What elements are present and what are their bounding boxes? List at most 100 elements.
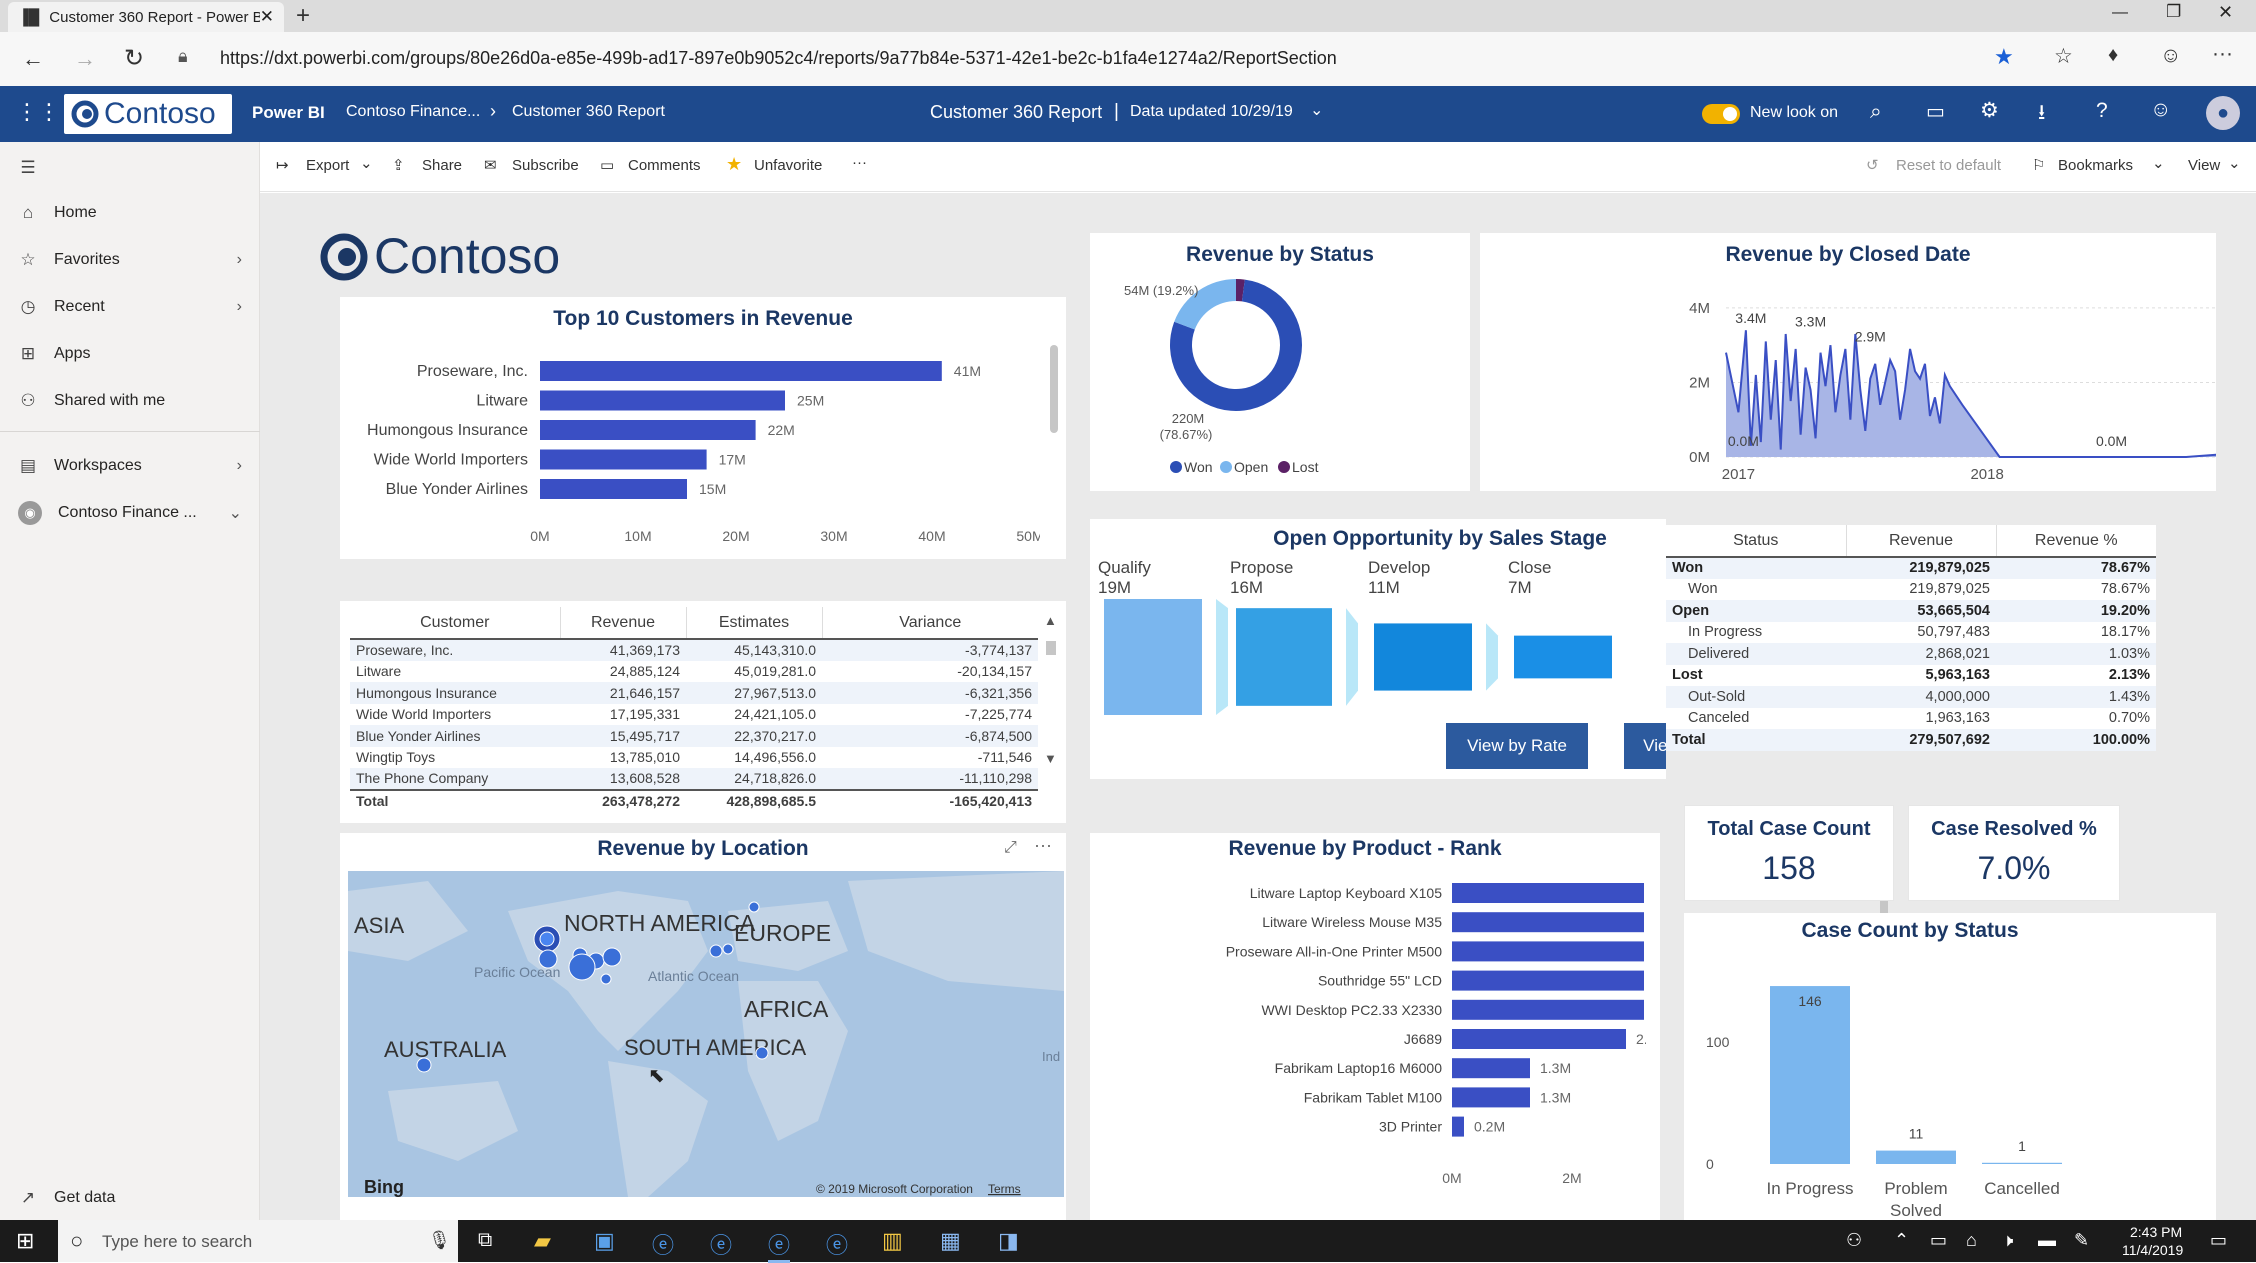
app-icon[interactable]: ▦ [940,1228,961,1253]
window-close-icon[interactable]: ✕ [2218,2,2234,22]
bar[interactable] [1452,999,1644,1020]
column-header[interactable]: Revenue % [1995,525,2156,557]
close-tab-icon[interactable]: ✕ [259,7,274,26]
column-header[interactable]: Customer [420,613,490,631]
legend-label[interactable]: Lost [1292,459,1319,475]
chevron-right-icon[interactable]: › [236,298,242,315]
favorite-star-icon[interactable]: ★ [726,154,743,174]
tray-chevron-up-icon[interactable]: ⌃ [1894,1230,1910,1250]
contoso-brand[interactable]: Contoso [64,94,232,134]
bookmarks-button[interactable]: Bookmarks [2058,157,2134,174]
visual-more-options-icon[interactable]: ··· [1034,835,1052,855]
refresh-icon[interactable]: ↻ [124,45,145,72]
view-button[interactable]: View [2188,157,2221,174]
unfavorite-button[interactable]: Unfavorite [754,157,823,174]
feedback-smiley-icon[interactable]: ☺ [2150,98,2172,121]
app-icon[interactable]: ◨ [998,1228,1019,1253]
collections-icon[interactable]: ♦ [2108,44,2119,66]
forward-icon[interactable]: → [74,46,96,71]
bar[interactable] [1452,1087,1530,1108]
chevron-down-icon[interactable]: ⌄ [1310,102,1324,119]
product-name[interactable]: Power BI [252,103,325,122]
scroll-up-icon[interactable]: ▲ [1044,613,1057,628]
file-explorer-icon[interactable]: ▰ [534,1228,551,1253]
area-line[interactable] [1725,297,2216,458]
world-map[interactable]: ASIA NORTH AMERICA EUROPE AFRICA AUSTRAL… [348,871,1064,1197]
action-center-icon[interactable]: ▭ [2210,1230,2228,1250]
search-icon[interactable]: ⌕ [1870,100,1882,123]
microphone-icon[interactable]: 🎙︎ [428,1230,451,1250]
subscribe-icon[interactable]: ✉ [484,157,497,174]
settings-gear-icon[interactable]: ⚙ [1980,99,1999,122]
reset-icon[interactable]: ↺ [1866,157,1879,174]
subscribe-button[interactable]: Subscribe [512,157,579,174]
chevron-down-icon[interactable]: ⌄ [228,505,242,522]
breadcrumb-report[interactable]: Customer 360 Report [512,103,665,120]
table-row[interactable]: Humongous Insurance 21,646,157 27,967,513.… [350,682,1038,704]
bar[interactable] [540,479,687,499]
table-row[interactable]: In Progress 50,797,483 18.17% [1666,622,2156,644]
column-header[interactable]: Revenue [559,607,686,639]
nav-item-apps[interactable]: ⊞ Apps [0,332,260,376]
nav-item-recent[interactable]: ◷ Recent › [0,285,260,329]
pen-icon[interactable]: ✎ [2074,1230,2090,1250]
table-row[interactable]: Proseware, Inc. 41,369,173 45,143,310.0 -3,… [350,639,1038,661]
data-updated-dropdown[interactable]: Data updated 10/29/19 [1130,103,1293,120]
chevron-down-icon[interactable]: ⌄ [2228,155,2241,172]
edge-icon[interactable]: ⓔ [826,1233,849,1258]
view-by-rate-button[interactable]: View by Rate [1446,723,1588,769]
more-options-icon[interactable]: ··· [852,154,867,171]
bar[interactable] [1452,883,1644,903]
user-avatar[interactable]: ● [2206,96,2240,130]
bar[interactable] [1452,970,1644,991]
nav-item-favorites[interactable]: ☆ Favorites › [0,238,260,282]
table-row[interactable]: Open 53,665,504 19.20% [1666,600,2156,622]
legend-label[interactable]: Won [1184,459,1213,475]
table-row[interactable]: Delivered 2,868,021 1.03% [1666,643,2156,665]
hamburger-menu-icon[interactable]: ☰ [20,158,36,177]
task-view-icon[interactable]: ⧉ [478,1229,493,1251]
scrollbar[interactable] [1046,641,1056,655]
chevron-right-icon[interactable]: › [236,251,242,268]
table-row[interactable]: Wingtip Toys 13,785,010 14,496,556.0 -711,5… [350,747,1038,769]
table-row[interactable]: Total 279,507,692 100.00% [1666,729,2156,751]
chevron-down-icon[interactable]: ⌄ [360,155,373,172]
people-icon[interactable]: ⚇ [1846,1230,1863,1250]
comments-button[interactable]: Comments [628,157,701,174]
nav-item-get-data[interactable]: ↗ Get data [0,1176,260,1220]
nav-item-contoso-finance[interactable]: ◉ Contoso Finance ... ⌄ [0,491,260,535]
nav-hamburger[interactable]: ☰ [0,146,260,190]
powerbi-app-icon[interactable]: ▥ [882,1228,903,1253]
edge-icon[interactable]: ⓔ [710,1233,733,1258]
emoji-feedback-icon[interactable]: ☺ [2160,44,2182,67]
chevron-right-icon[interactable]: › [236,457,242,474]
share-icon[interactable]: ⇪ [392,157,405,174]
export-button[interactable]: Export [306,157,350,174]
bar[interactable] [1982,1162,2062,1164]
new-tab-icon[interactable]: + [296,2,311,29]
table-row[interactable]: Out-Sold 4,000,000 1.43% [1666,686,2156,708]
table-row[interactable]: Blue Yonder Airlines 15,495,717 22,370,217… [350,725,1038,747]
bar[interactable] [1452,941,1644,962]
breadcrumb-workspace[interactable]: Contoso Finance... [346,103,481,120]
scroll-down-icon[interactable]: ▼ [1044,751,1057,766]
share-button[interactable]: Share [422,157,463,174]
network-icon[interactable]: ⌂ [1966,1230,1977,1250]
closed-date-area-chart[interactable]: 0M2M4M2017201820193.4M3.3M2.9M4.3M0.0M0.… [1480,273,2216,491]
volume-icon[interactable]: 🕨︎ [2002,1230,2014,1250]
favorite-star-icon[interactable]: ★ [1994,44,2014,69]
bar[interactable] [1452,1029,1626,1049]
taskbar-search-box[interactable]: ○ Type here to search 🎙︎ [58,1220,458,1262]
column-header[interactable]: Status [1733,531,1779,549]
browser-menu-icon[interactable]: ··· [2212,42,2233,65]
column-header[interactable]: Revenue [1845,525,1996,557]
scrollbar[interactable] [1050,345,1058,433]
edge-icon[interactable]: ⓔ [652,1233,675,1258]
notifications-icon[interactable]: ▭ [1926,101,1945,123]
donut-slice[interactable] [1170,279,1302,411]
minimize-icon[interactable]: — [2112,4,2128,21]
windows-start-icon[interactable]: ⊞ [16,1228,35,1253]
back-icon[interactable]: ← [22,46,44,71]
bookmark-icon[interactable]: ⚐ [2032,157,2046,174]
